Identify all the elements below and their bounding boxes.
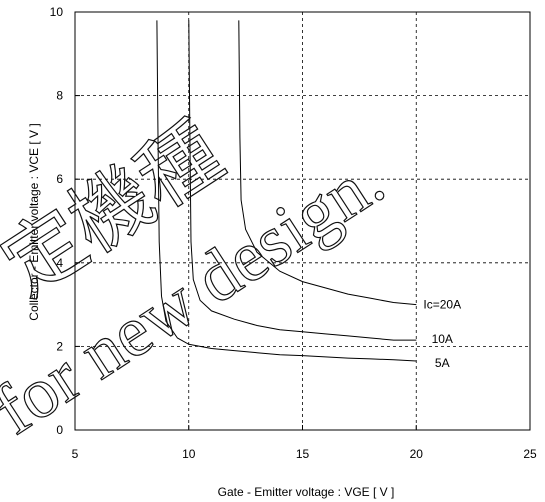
y-tick-label: 4 (56, 256, 63, 270)
x-tick-label: 25 (523, 447, 537, 461)
y-tick-label: 10 (50, 5, 64, 19)
x-tick-labels: 5 10 15 20 25 (72, 425, 537, 461)
y-tick-label: 0 (56, 423, 63, 437)
x-tick-label: 20 (410, 447, 424, 461)
x-axis-title: Gate - Emitter voltage : VGE [ V ] (218, 485, 395, 499)
series-group (156, 20, 417, 362)
x-tick-label: 10 (182, 447, 196, 461)
series-labels: Ic=20A 10A 5A (423, 298, 461, 370)
y-tick-label: 2 (56, 339, 63, 353)
grid (75, 12, 530, 430)
y-tick-label: 8 (56, 89, 63, 103)
y-axis-title: Collector - Emitter voltage : VCE [ V ] (27, 123, 41, 320)
y-tick-label: 6 (56, 172, 63, 186)
series-label-1: Ic=20A (423, 298, 461, 312)
x-tick-label: 5 (72, 447, 79, 461)
series-line-3 (156, 20, 417, 362)
watermark: 定機種 for new design. (0, 108, 398, 451)
series-label-2: 10A (432, 332, 453, 346)
series-line-1 (238, 20, 417, 306)
series-label-3: 5A (435, 356, 450, 370)
x-tick-label: 15 (296, 447, 310, 461)
y-tick-labels: 0 2 4 6 8 10 (50, 5, 80, 437)
series-line-2 (188, 20, 417, 341)
